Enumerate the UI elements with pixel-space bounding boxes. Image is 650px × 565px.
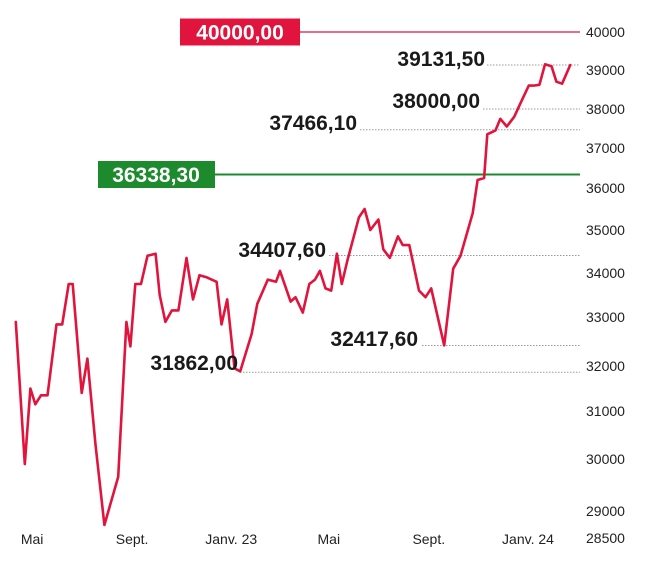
- x-tick-label: Mai: [318, 531, 341, 547]
- y-tick-label: 29000: [586, 503, 625, 519]
- y-tick-label: 31000: [586, 403, 625, 419]
- series-line: [14, 63, 572, 527]
- y-tick-label: 33000: [586, 309, 625, 325]
- x-tick-label: Mai: [21, 531, 44, 547]
- annotation-label: 37466,10: [269, 112, 357, 135]
- x-tick-label: Janv. 23: [205, 531, 257, 547]
- y-tick-label: 40000: [586, 24, 625, 40]
- x-tick-label: Sept.: [412, 531, 445, 547]
- y-tick-label: 34000: [586, 265, 625, 281]
- annotation-label: 39131,50: [397, 48, 485, 71]
- annotation-label: 34407,60: [238, 239, 326, 262]
- reference-label-box: [180, 18, 300, 46]
- series-group: [14, 63, 572, 527]
- y-tick-label: 39000: [586, 62, 625, 78]
- y-axis: 28500 29000 30000 31000 32000 33000 34000 35000…: [586, 24, 625, 546]
- y-tick-label: 37000: [586, 140, 625, 156]
- annotations: 39131,50 38000,00 37466,10 34407,60 31862,00…: [150, 48, 485, 375]
- reference-label-box: [98, 161, 215, 188]
- x-tick-label: Sept.: [116, 531, 149, 547]
- y-tick-label: 28500: [586, 530, 625, 546]
- reference-label: 40000,00: [196, 22, 284, 45]
- reference-lines: 40000,00 36338,30: [98, 18, 580, 188]
- x-tick-label: Janv. 24: [502, 531, 554, 547]
- y-tick-label: 36000: [586, 180, 625, 196]
- y-tick-label: 35000: [586, 222, 625, 238]
- y-tick-label: 30000: [586, 451, 625, 467]
- x-axis: Mai Sept. Janv. 23 Mai Sept. Janv. 24: [21, 531, 554, 547]
- y-tick-label: 32000: [586, 358, 625, 374]
- reference-label: 36338,30: [112, 164, 200, 187]
- y-tick-label: 38000: [586, 101, 625, 117]
- annotation-label: 38000,00: [392, 90, 480, 113]
- annotation-label: 31862,00: [150, 352, 238, 375]
- guide-lines: [240, 64, 580, 373]
- annotation-label: 32417,60: [330, 328, 418, 351]
